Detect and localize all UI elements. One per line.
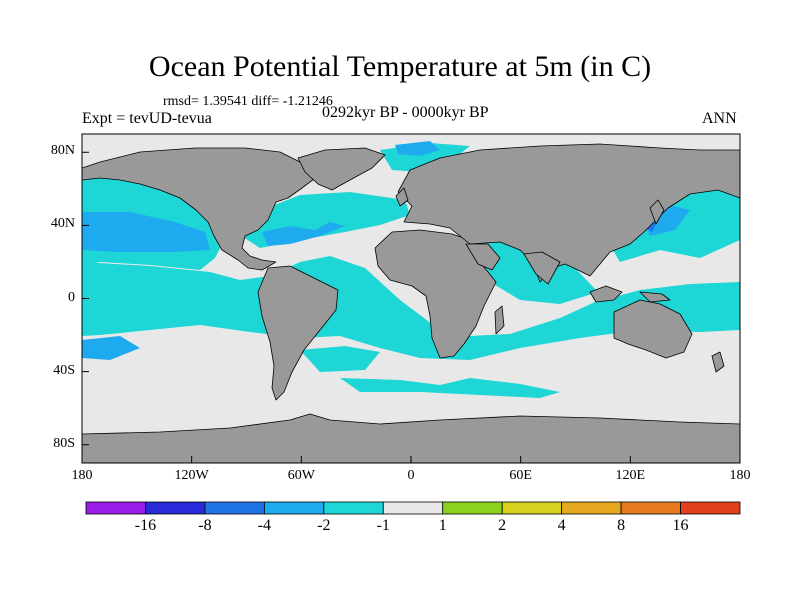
- lon-label-6: 180: [729, 468, 751, 483]
- anomaly-tropical-band: [82, 256, 740, 360]
- colorbar-box-4: [323, 501, 384, 515]
- colorbar-box-1: [145, 501, 206, 515]
- lat-label-3: 40S: [53, 362, 75, 378]
- lon-label-5: 120E: [615, 468, 646, 483]
- colorbar-box-10: [680, 501, 741, 515]
- land-north-america: [82, 147, 319, 271]
- stats-label: rmsd= 1.39541 diff= -1.21246: [163, 94, 333, 109]
- colorbar-box-3: [263, 501, 325, 515]
- anomaly-south-pacific-patch: [82, 336, 140, 360]
- season-label: ANN: [702, 110, 737, 127]
- colorbar-box-9: [620, 501, 681, 515]
- colorbar-box-2: [204, 501, 265, 515]
- land-new-guinea: [639, 291, 671, 303]
- lat-label-4: 80S: [53, 435, 75, 451]
- land-british-isles: [395, 187, 409, 207]
- colorbar-label-0: -16: [134, 517, 157, 534]
- land-australia: [613, 299, 693, 359]
- land-eurasia: [397, 143, 740, 283]
- anomaly-labrador: [395, 141, 440, 156]
- map-title: Ocean Potential Temperature at 5m (in C): [148, 50, 652, 83]
- anomaly-south-atlantic-band: [300, 346, 380, 372]
- anomaly-northeast-pacific: [82, 212, 210, 252]
- colorbar-label-2: -4: [257, 517, 272, 534]
- axis-ticks: [81, 151, 741, 463]
- lon-label-2: 60W: [287, 468, 315, 483]
- arctic-ocean: [82, 134, 740, 158]
- lon-label-3: 0: [407, 468, 415, 483]
- lon-label-4: 60E: [509, 468, 532, 483]
- colorbar-label-6: 2: [498, 517, 507, 534]
- lon-label-1: 120W: [174, 468, 209, 483]
- land-new-zealand: [711, 351, 725, 373]
- colorbar-label-9: 16: [672, 517, 689, 534]
- land-madagascar: [494, 305, 505, 335]
- colorbar-box-8: [561, 501, 622, 515]
- colorbar-label-4: -1: [376, 517, 390, 534]
- land-japan: [649, 199, 665, 225]
- anomaly-gulf-stream: [262, 222, 345, 246]
- land-borneo-indonesia: [589, 285, 623, 303]
- land-india: [523, 251, 561, 285]
- anomaly-southern-ocean-strip: [340, 378, 560, 398]
- lon-label-0: 180: [71, 468, 93, 483]
- colorbar-label-7: 4: [557, 517, 566, 534]
- lat-label-1: 40N: [50, 216, 75, 232]
- colorbar-label-5: 1: [438, 517, 447, 534]
- land-south-america: [257, 265, 339, 401]
- map-plot: [82, 134, 740, 463]
- land-antarctica: [82, 413, 740, 463]
- lat-label-2: 0: [68, 289, 75, 305]
- experiment-label: Expt = tevUD-tevua: [82, 110, 212, 127]
- colorbar: [85, 501, 741, 515]
- lat-label-0: 80N: [50, 143, 75, 159]
- colorbar-box-7: [501, 501, 563, 515]
- colorbar-box-6: [442, 501, 503, 515]
- land-africa: [374, 229, 497, 359]
- land-greenland: [297, 147, 386, 191]
- colorbar-box-0: [85, 501, 146, 515]
- land-arabia: [465, 243, 501, 271]
- colorbar-label-1: -8: [198, 517, 212, 534]
- land-masses: [82, 143, 740, 463]
- colorbar-box-5: [382, 501, 444, 515]
- period-label: 0292kyr BP - 0000kyr BP: [322, 104, 489, 121]
- colorbar-label-3: -2: [317, 517, 331, 534]
- colorbar-label-8: 8: [617, 517, 626, 534]
